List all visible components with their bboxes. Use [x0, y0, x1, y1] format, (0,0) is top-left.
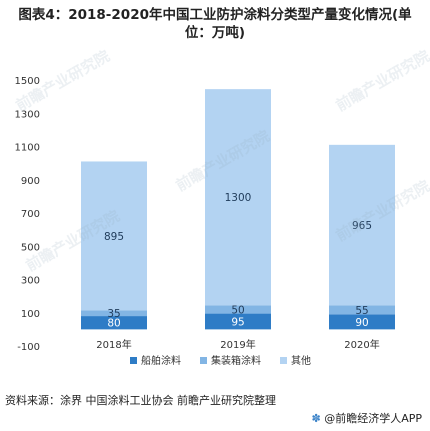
y-axis: -100 100 300 500 700 900 1100 1300 1500	[15, 76, 40, 353]
x-tick-label: 2020年	[344, 338, 379, 351]
legend-swatch	[200, 357, 207, 364]
data-label: 965	[352, 220, 372, 232]
x-tick-label: 2019年	[220, 338, 255, 351]
legend: 船舶涂料 集装箱涂料 其他	[130, 354, 311, 367]
x-tick-label: 2018年	[96, 338, 131, 351]
brand-icon: ✽	[311, 412, 321, 425]
bar-segment	[205, 305, 271, 314]
bar-segment	[329, 144, 395, 306]
data-label: 1300	[225, 192, 252, 204]
x-axis: 2018年 2019年 2020年	[96, 338, 379, 351]
legend-label: 船舶涂料	[141, 354, 181, 367]
source-note: 资料来源：涂界 中国涂料工业协会 前瞻产业研究院整理	[5, 394, 276, 407]
y-tick-label: 1500	[15, 76, 40, 87]
footer: ✽ @前瞻经济学人APP	[311, 410, 422, 426]
bar-segment	[81, 316, 147, 330]
y-tick-label: -100	[17, 342, 40, 353]
data-label: 55	[355, 305, 368, 317]
bar-segment	[329, 305, 395, 315]
y-tick-label: 1100	[15, 143, 40, 154]
data-label: 80	[107, 318, 120, 330]
y-tick-label: 900	[21, 176, 40, 187]
legend-swatch	[280, 357, 287, 364]
bar-segment	[81, 161, 147, 311]
y-tick-label: 100	[21, 309, 40, 320]
legend-swatch	[130, 357, 137, 364]
y-tick-label: 300	[21, 276, 40, 287]
bar-segment	[329, 314, 395, 330]
y-tick-label: 500	[21, 242, 40, 253]
data-label: 95	[231, 316, 244, 328]
data-label: 50	[231, 304, 244, 316]
footer-text: @前瞻经济学人APP	[324, 412, 422, 425]
bar-segment	[205, 313, 271, 330]
bars	[81, 89, 395, 330]
data-label: 90	[355, 317, 368, 329]
bar-segment	[205, 89, 271, 306]
y-tick-label: 1300	[15, 109, 40, 120]
chart-title: 图表4：2018-2020年中国工业防护涂料分类型产量变化情况(单位：万吨)	[18, 7, 412, 41]
y-tick-label: 700	[21, 209, 40, 220]
bar-segment	[81, 310, 147, 317]
data-label: 895	[104, 231, 124, 243]
legend-label: 其他	[291, 354, 311, 367]
legend-label: 集装箱涂料	[211, 354, 261, 367]
data-label: 35	[107, 308, 120, 320]
